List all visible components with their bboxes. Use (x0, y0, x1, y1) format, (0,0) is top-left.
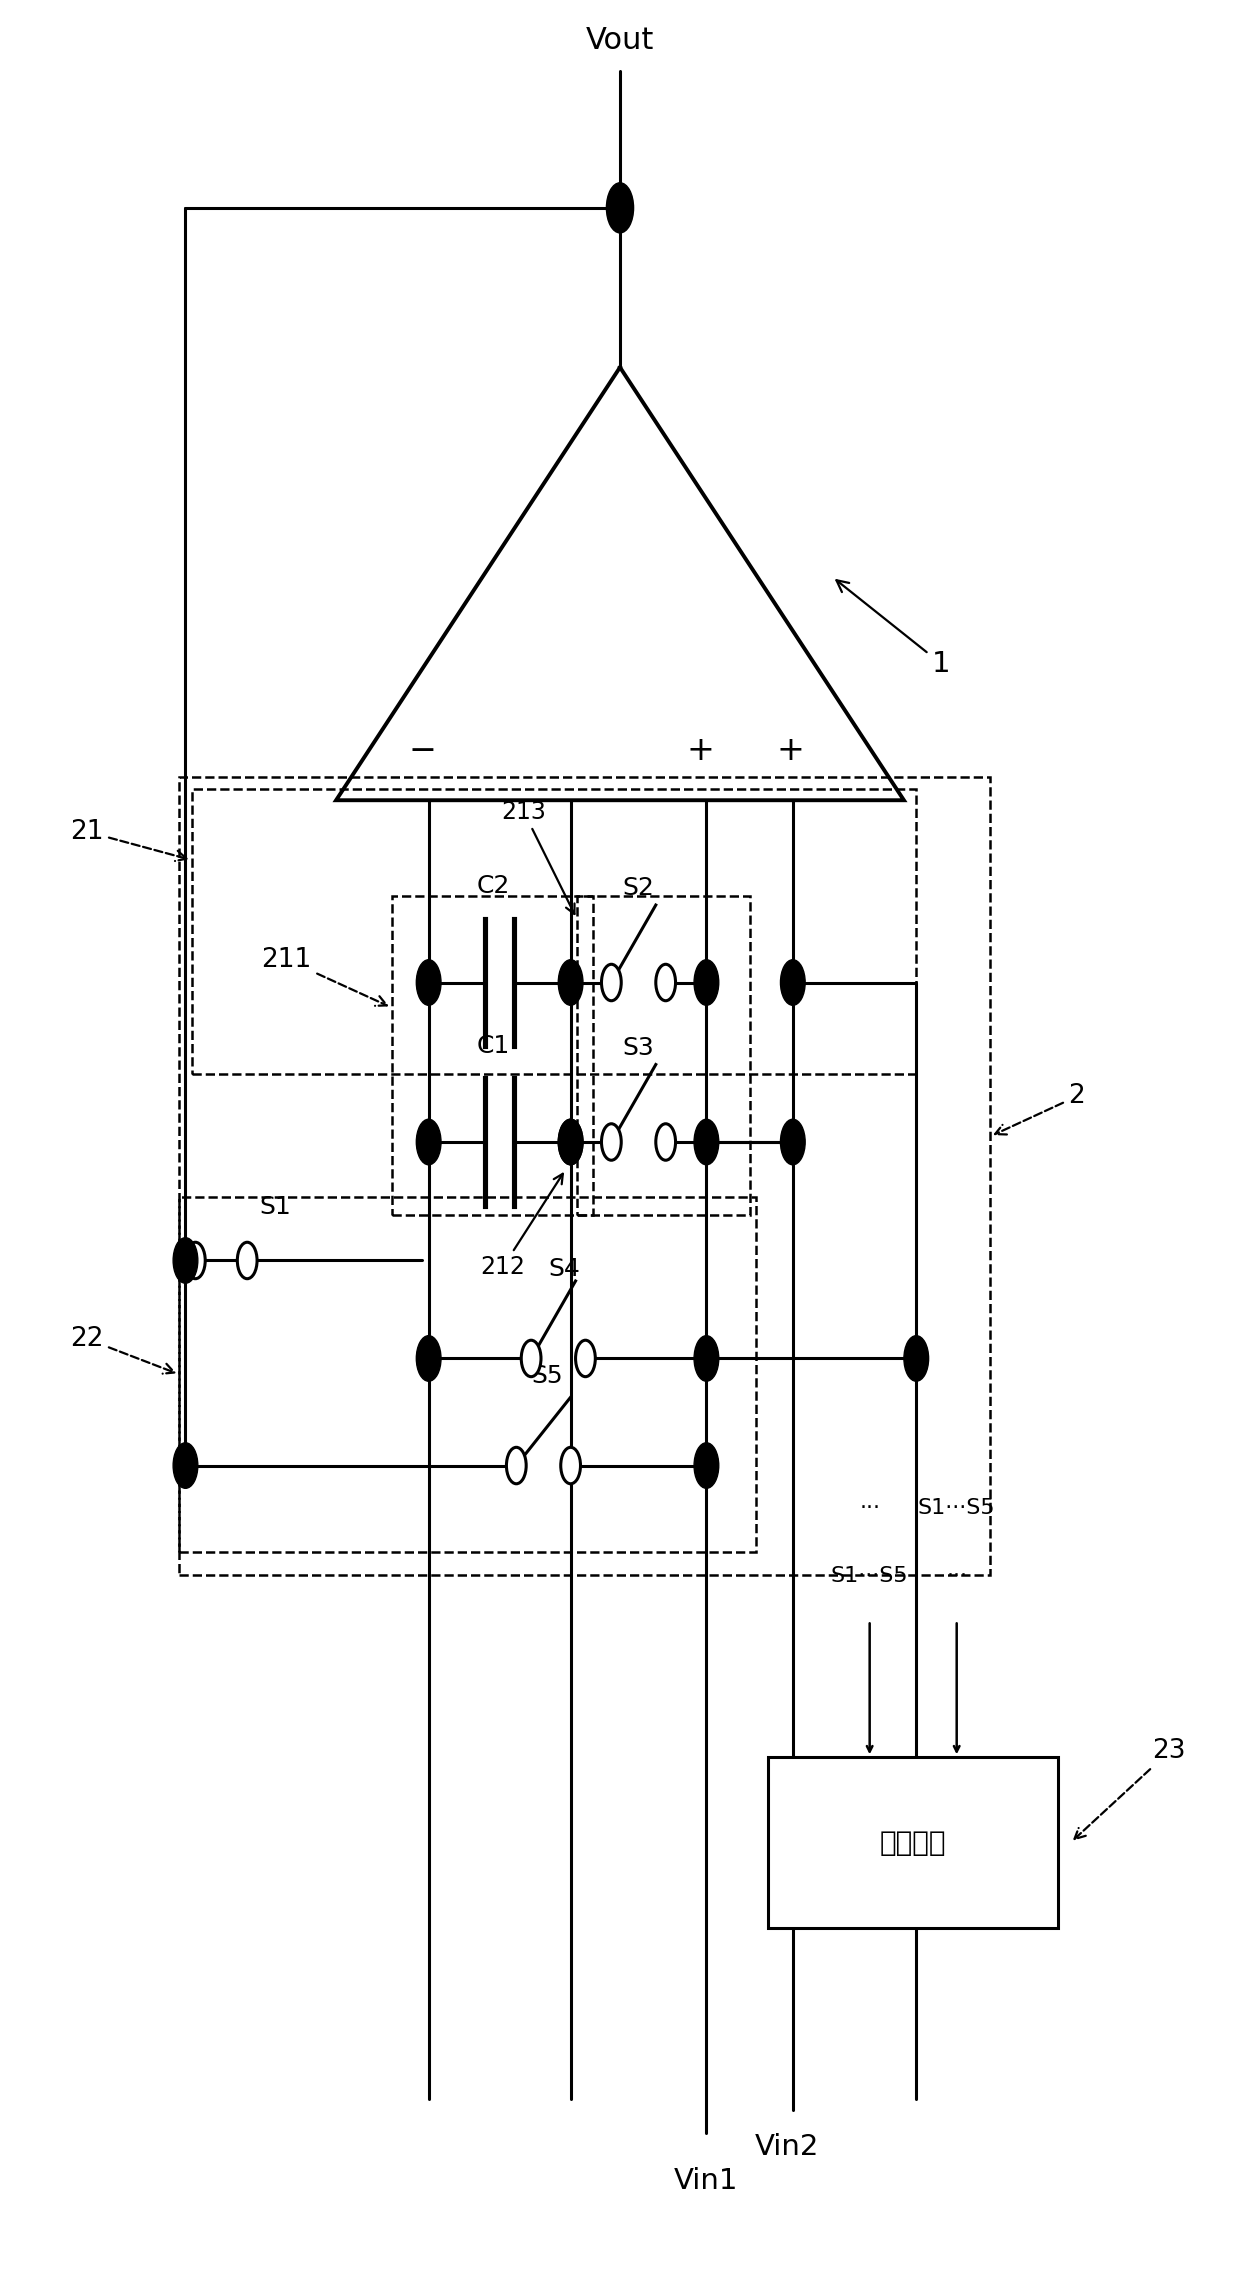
Circle shape (417, 1119, 441, 1165)
Circle shape (694, 959, 719, 1005)
Text: +: + (686, 733, 714, 767)
Text: 控制单元: 控制单元 (880, 1829, 946, 1857)
Bar (180, 777, 991, 1576)
Circle shape (417, 1336, 441, 1382)
Text: C1: C1 (477, 1035, 510, 1057)
Bar (768, 1756, 1058, 1928)
Circle shape (780, 959, 805, 1005)
Text: C2: C2 (477, 875, 510, 898)
Circle shape (694, 1119, 719, 1165)
Text: −: − (408, 733, 436, 767)
Circle shape (694, 1336, 719, 1382)
Bar (392, 895, 593, 1215)
Text: 21: 21 (69, 818, 186, 861)
Circle shape (558, 1119, 583, 1165)
Circle shape (575, 1341, 595, 1377)
Circle shape (656, 964, 676, 1000)
Circle shape (186, 1242, 206, 1279)
Circle shape (560, 1448, 580, 1485)
Circle shape (694, 1443, 719, 1489)
Circle shape (558, 959, 583, 1005)
Circle shape (417, 959, 441, 1005)
Circle shape (904, 1336, 929, 1382)
Text: S1: S1 (259, 1195, 291, 1220)
Text: S1···S5: S1···S5 (831, 1567, 909, 1587)
Text: +: + (776, 733, 805, 767)
Circle shape (558, 1119, 583, 1165)
Text: S3: S3 (622, 1037, 655, 1060)
Text: ···: ··· (946, 1567, 967, 1587)
Circle shape (506, 1448, 526, 1485)
Text: 212: 212 (480, 1174, 563, 1279)
Circle shape (601, 964, 621, 1000)
Text: S1···S5: S1···S5 (918, 1498, 996, 1519)
Circle shape (174, 1238, 198, 1284)
Text: 22: 22 (69, 1325, 175, 1373)
Text: S2: S2 (622, 877, 655, 900)
Circle shape (656, 1124, 676, 1160)
Bar (577, 895, 750, 1215)
Text: 23: 23 (1074, 1738, 1187, 1839)
Text: S5: S5 (532, 1364, 563, 1389)
Text: Vin2: Vin2 (754, 2133, 818, 2161)
Circle shape (174, 1443, 198, 1489)
Text: S4: S4 (548, 1256, 580, 1281)
Text: 1: 1 (837, 580, 950, 678)
Text: 2: 2 (996, 1083, 1085, 1135)
Circle shape (606, 183, 634, 233)
Circle shape (601, 1124, 621, 1160)
Text: 213: 213 (501, 799, 574, 914)
Circle shape (780, 1119, 805, 1165)
Text: ···: ··· (859, 1498, 880, 1519)
Circle shape (521, 1341, 541, 1377)
Circle shape (237, 1242, 257, 1279)
Text: Vin1: Vin1 (675, 2168, 739, 2195)
Text: Vout: Vout (585, 25, 655, 55)
Bar (180, 1197, 756, 1553)
Text: 211: 211 (262, 948, 387, 1005)
Bar (192, 788, 916, 1073)
